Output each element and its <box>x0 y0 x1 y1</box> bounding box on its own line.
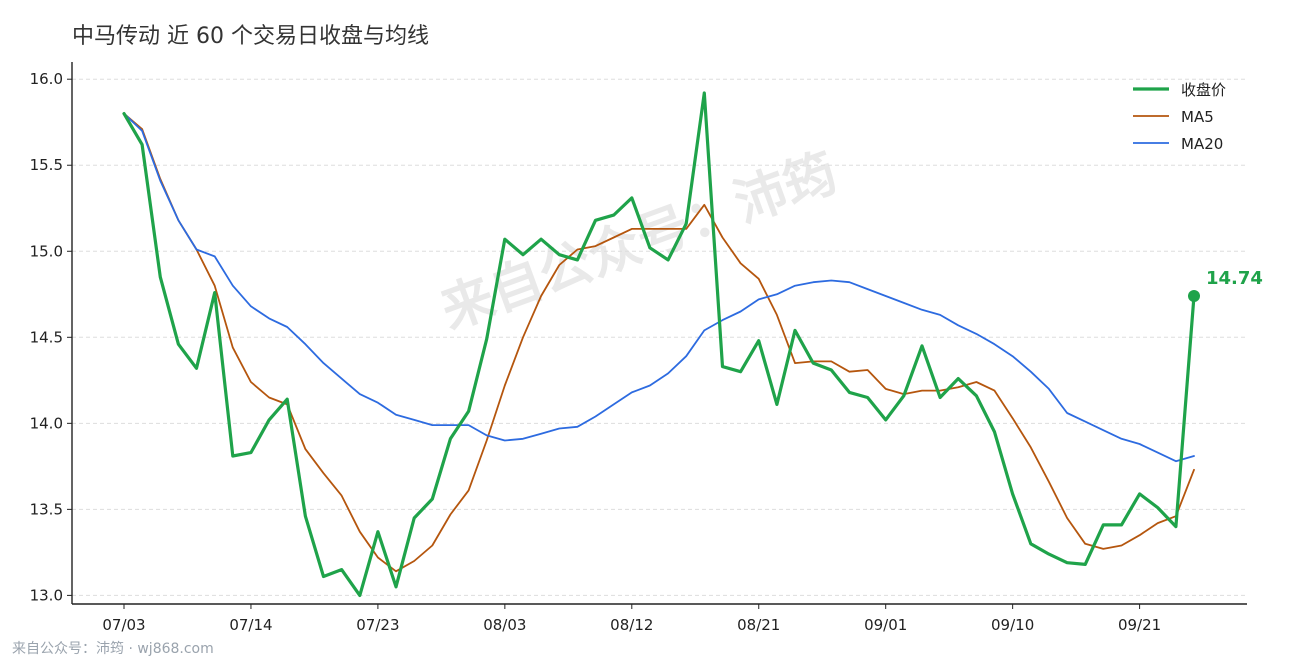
y-tick-label: 16.0 <box>30 70 63 88</box>
legend-label-close: 收盘价 <box>1181 81 1226 99</box>
last-close-label: 14.74 <box>1206 268 1263 289</box>
x-tick-label: 08/03 <box>483 616 526 634</box>
y-tick-label: 15.5 <box>30 156 63 174</box>
x-tick-label: 09/01 <box>864 616 907 634</box>
axes: 13.0 13.5 14.0 14.5 15.0 15.5 16.0 07/03 07/14 07… <box>30 62 1247 634</box>
x-tick-label: 08/21 <box>737 616 780 634</box>
series-line-close <box>122 91 1196 598</box>
y-tick-label: 14.0 <box>30 414 63 432</box>
x-tick-label: 07/14 <box>229 616 272 634</box>
grid-lines <box>72 78 1247 596</box>
annotation: 14.74 <box>1188 268 1263 303</box>
watermark: 来自公众号：沛筠 <box>433 143 844 342</box>
x-tick-label: 09/10 <box>991 616 1034 634</box>
y-tick-label: 13.0 <box>30 586 63 604</box>
y-tick-label: 15.0 <box>30 242 63 260</box>
watermark-text: 来自公众号：沛筠 <box>433 143 844 342</box>
series-line-ma5 <box>123 112 1195 573</box>
last-close-point <box>1188 290 1200 303</box>
y-tick-label: 13.5 <box>30 500 63 518</box>
legend-label-ma5: MA5 <box>1181 108 1214 126</box>
x-tick-label: 07/23 <box>356 616 399 634</box>
x-tick-label: 09/21 <box>1118 616 1161 634</box>
x-tick-label: 08/12 <box>610 616 653 634</box>
footer-source: 来自公众号：沛筠 · wj868.com <box>12 641 214 657</box>
legend: 收盘价 MA5 MA20 <box>1133 81 1226 153</box>
chart-title: 中马传动 近 60 个交易日收盘与均线 <box>72 24 429 49</box>
series-lines <box>122 91 1196 598</box>
series-line-ma20 <box>123 112 1195 463</box>
x-tick-label: 07/03 <box>102 616 145 634</box>
y-tick-label: 14.5 <box>30 328 63 346</box>
legend-label-ma20: MA20 <box>1181 135 1223 153</box>
